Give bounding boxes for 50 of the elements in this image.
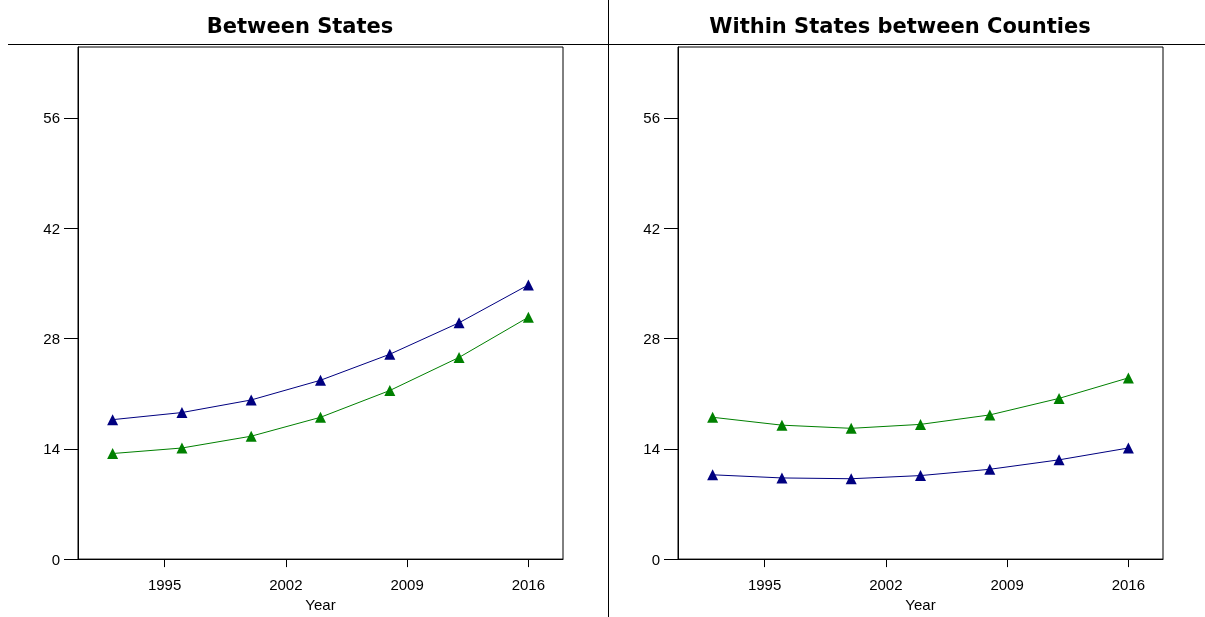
point bbox=[107, 414, 119, 426]
point bbox=[1122, 372, 1134, 384]
y-tick-label: 56 bbox=[43, 109, 60, 127]
x-tick-label: 2002 bbox=[869, 576, 903, 594]
point bbox=[107, 448, 119, 460]
y-tick-label: 14 bbox=[643, 440, 660, 458]
point bbox=[915, 470, 926, 482]
point bbox=[453, 351, 465, 363]
y-tick-label: 42 bbox=[643, 219, 660, 237]
chart-title: Within States between Counties bbox=[709, 13, 1091, 38]
point bbox=[384, 348, 396, 360]
x-tick-label: 2009 bbox=[990, 576, 1024, 594]
y-tick-label: 56 bbox=[643, 109, 660, 127]
point bbox=[315, 411, 326, 423]
y-tick-label: 0 bbox=[651, 550, 660, 568]
y-tick-label: 28 bbox=[43, 330, 60, 347]
x-axis-title: Year bbox=[905, 596, 936, 613]
point bbox=[845, 473, 857, 485]
point bbox=[522, 279, 534, 291]
point bbox=[176, 407, 188, 419]
x-tick-label: 1995 bbox=[147, 576, 182, 594]
x-tick-label: 2016 bbox=[511, 576, 546, 594]
x-tick-label: 1995 bbox=[747, 576, 782, 594]
point bbox=[453, 317, 465, 329]
point bbox=[315, 374, 326, 386]
point bbox=[915, 418, 926, 430]
x-tick-label: 2002 bbox=[269, 576, 303, 594]
chart-title: Between States bbox=[206, 13, 394, 38]
point bbox=[1122, 442, 1134, 454]
point bbox=[776, 472, 788, 484]
x-tick-label: 2016 bbox=[1111, 576, 1146, 594]
point bbox=[707, 469, 719, 481]
point bbox=[984, 463, 996, 475]
point bbox=[384, 385, 396, 396]
y-tick-label: 42 bbox=[43, 219, 60, 237]
point bbox=[707, 411, 719, 423]
y-tick-label: 28 bbox=[643, 330, 660, 347]
point bbox=[245, 430, 257, 442]
point bbox=[984, 409, 996, 421]
point bbox=[176, 442, 188, 454]
x-axis-title: Year bbox=[305, 596, 336, 613]
x-tick-label: 2009 bbox=[390, 576, 424, 594]
point bbox=[245, 394, 257, 406]
point bbox=[522, 311, 534, 323]
point bbox=[845, 422, 857, 434]
y-tick-label: 0 bbox=[51, 550, 60, 568]
point bbox=[776, 419, 788, 431]
y-tick-label: 14 bbox=[43, 440, 60, 458]
point bbox=[1053, 454, 1065, 466]
point bbox=[1053, 392, 1065, 404]
